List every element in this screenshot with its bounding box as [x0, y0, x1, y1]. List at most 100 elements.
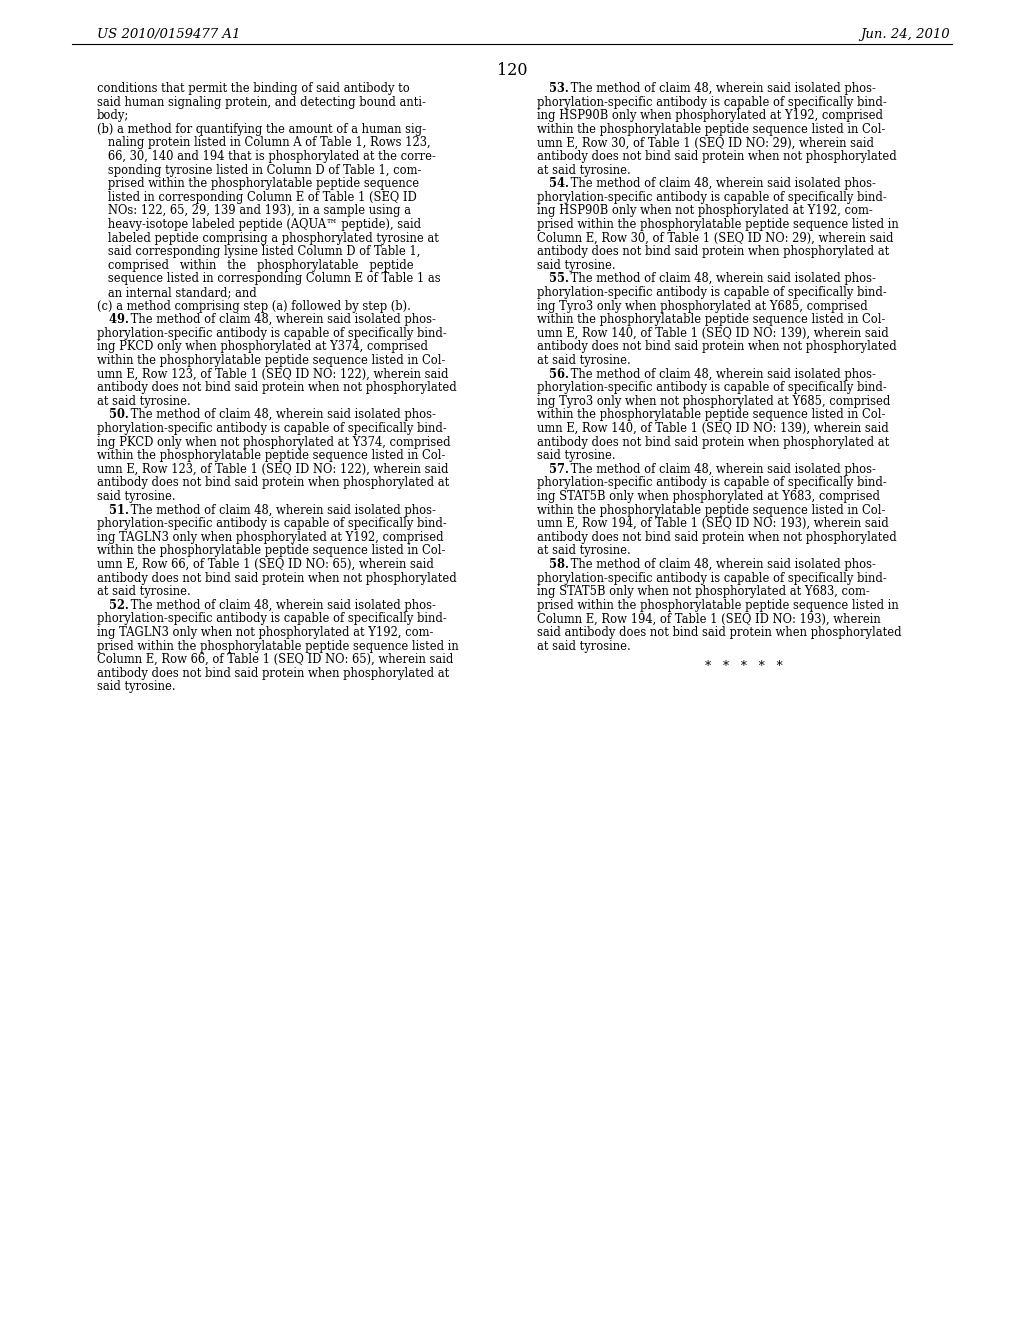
Text: prised within the phosphorylatable peptide sequence listed in: prised within the phosphorylatable pepti…: [537, 599, 899, 611]
Text: The method of claim 48, wherein said isolated phos-: The method of claim 48, wherein said iso…: [127, 599, 436, 611]
Text: The method of claim 48, wherein said isolated phos-: The method of claim 48, wherein said iso…: [567, 82, 876, 95]
Text: antibody does not bind said protein when phosphorylated at: antibody does not bind said protein when…: [97, 667, 450, 680]
Text: phorylation-specific antibody is capable of specifically bind-: phorylation-specific antibody is capable…: [537, 381, 887, 395]
Text: Jun. 24, 2010: Jun. 24, 2010: [860, 28, 950, 41]
Text: 50.: 50.: [97, 408, 129, 421]
Text: within the phosphorylatable peptide sequence listed in Col-: within the phosphorylatable peptide sequ…: [97, 544, 445, 557]
Text: sponding tyrosine listed in Column D of Table 1, com-: sponding tyrosine listed in Column D of …: [97, 164, 421, 177]
Text: within the phosphorylatable peptide sequence listed in Col-: within the phosphorylatable peptide sequ…: [537, 504, 886, 516]
Text: at said tyrosine.: at said tyrosine.: [97, 395, 190, 408]
Text: Column E, Row 194, of Table 1 (SEQ ID NO: 193), wherein: Column E, Row 194, of Table 1 (SEQ ID NO…: [537, 612, 881, 626]
Text: conditions that permit the binding of said antibody to: conditions that permit the binding of sa…: [97, 82, 410, 95]
Text: said tyrosine.: said tyrosine.: [97, 680, 176, 693]
Text: antibody does not bind said protein when not phosphorylated: antibody does not bind said protein when…: [97, 381, 457, 395]
Text: The method of claim 48, wherein said isolated phos-: The method of claim 48, wherein said iso…: [567, 367, 876, 380]
Text: US 2010/0159477 A1: US 2010/0159477 A1: [97, 28, 241, 41]
Text: ing STAT5B only when phosphorylated at Y683, comprised: ing STAT5B only when phosphorylated at Y…: [537, 490, 880, 503]
Text: 66, 30, 140 and 194 that is phosphorylated at the corre-: 66, 30, 140 and 194 that is phosphorylat…: [97, 150, 436, 162]
Text: antibody does not bind said protein when not phosphorylated: antibody does not bind said protein when…: [537, 341, 897, 354]
Text: phorylation-specific antibody is capable of specifically bind-: phorylation-specific antibody is capable…: [537, 95, 887, 108]
Text: The method of claim 48, wherein said isolated phos-: The method of claim 48, wherein said iso…: [567, 177, 876, 190]
Text: The method of claim 48, wherein said isolated phos-: The method of claim 48, wherein said iso…: [127, 408, 436, 421]
Text: antibody does not bind said protein when not phosphorylated: antibody does not bind said protein when…: [537, 150, 897, 162]
Text: said tyrosine.: said tyrosine.: [537, 259, 615, 272]
Text: umn E, Row 123, of Table 1 (SEQ ID NO: 122), wherein said: umn E, Row 123, of Table 1 (SEQ ID NO: 1…: [97, 463, 449, 475]
Text: 55.: 55.: [537, 272, 569, 285]
Text: umn E, Row 140, of Table 1 (SEQ ID NO: 139), wherein said: umn E, Row 140, of Table 1 (SEQ ID NO: 1…: [537, 422, 889, 436]
Text: said human signaling protein, and detecting bound anti-: said human signaling protein, and detect…: [97, 95, 426, 108]
Text: (b) a method for quantifying the amount of a human sig-: (b) a method for quantifying the amount …: [97, 123, 426, 136]
Text: antibody does not bind said protein when phosphorylated at: antibody does not bind said protein when…: [537, 436, 889, 449]
Text: sequence listed in corresponding Column E of Table 1 as: sequence listed in corresponding Column …: [97, 272, 440, 285]
Text: prised within the phosphorylatable peptide sequence: prised within the phosphorylatable pepti…: [97, 177, 419, 190]
Text: 52.: 52.: [97, 599, 129, 611]
Text: said antibody does not bind said protein when phosphorylated: said antibody does not bind said protein…: [537, 626, 901, 639]
Text: heavy-isotope labeled peptide (AQUA™ peptide), said: heavy-isotope labeled peptide (AQUA™ pep…: [97, 218, 421, 231]
Text: 54.: 54.: [537, 177, 569, 190]
Text: naling protein listed in Column A of Table 1, Rows 123,: naling protein listed in Column A of Tab…: [97, 136, 431, 149]
Text: antibody does not bind said protein when not phosphorylated: antibody does not bind said protein when…: [537, 531, 897, 544]
Text: within the phosphorylatable peptide sequence listed in Col-: within the phosphorylatable peptide sequ…: [537, 408, 886, 421]
Text: umn E, Row 66, of Table 1 (SEQ ID NO: 65), wherein said: umn E, Row 66, of Table 1 (SEQ ID NO: 65…: [97, 558, 434, 572]
Text: said corresponding lysine listed Column D of Table 1,: said corresponding lysine listed Column …: [97, 246, 421, 259]
Text: an internal standard; and: an internal standard; and: [97, 286, 257, 300]
Text: Column E, Row 30, of Table 1 (SEQ ID NO: 29), wherein said: Column E, Row 30, of Table 1 (SEQ ID NO:…: [537, 231, 894, 244]
Text: phorylation-specific antibody is capable of specifically bind-: phorylation-specific antibody is capable…: [97, 612, 446, 626]
Text: at said tyrosine.: at said tyrosine.: [97, 585, 190, 598]
Text: at said tyrosine.: at said tyrosine.: [537, 640, 631, 652]
Text: prised within the phosphorylatable peptide sequence listed in: prised within the phosphorylatable pepti…: [97, 640, 459, 652]
Text: within the phosphorylatable peptide sequence listed in Col-: within the phosphorylatable peptide sequ…: [97, 354, 445, 367]
Text: ing TAGLN3 only when not phosphorylated at Y192, com-: ing TAGLN3 only when not phosphorylated …: [97, 626, 433, 639]
Text: The method of claim 48, wherein said isolated phos-: The method of claim 48, wherein said iso…: [567, 463, 876, 475]
Text: phorylation-specific antibody is capable of specifically bind-: phorylation-specific antibody is capable…: [97, 327, 446, 339]
Text: 120: 120: [497, 62, 527, 79]
Text: phorylation-specific antibody is capable of specifically bind-: phorylation-specific antibody is capable…: [97, 517, 446, 531]
Text: 53.: 53.: [537, 82, 568, 95]
Text: phorylation-specific antibody is capable of specifically bind-: phorylation-specific antibody is capable…: [537, 477, 887, 490]
Text: The method of claim 48, wherein said isolated phos-: The method of claim 48, wherein said iso…: [127, 504, 436, 516]
Text: umn E, Row 123, of Table 1 (SEQ ID NO: 122), wherein said: umn E, Row 123, of Table 1 (SEQ ID NO: 1…: [97, 367, 449, 380]
Text: The method of claim 48, wherein said isolated phos-: The method of claim 48, wherein said iso…: [127, 313, 436, 326]
Text: comprised   within   the   phosphorylatable   peptide: comprised within the phosphorylatable pe…: [97, 259, 414, 272]
Text: ing PKCD only when not phosphorylated at Y374, comprised: ing PKCD only when not phosphorylated at…: [97, 436, 451, 449]
Text: umn E, Row 140, of Table 1 (SEQ ID NO: 139), wherein said: umn E, Row 140, of Table 1 (SEQ ID NO: 1…: [537, 327, 889, 339]
Text: at said tyrosine.: at said tyrosine.: [537, 354, 631, 367]
Text: ing TAGLN3 only when phosphorylated at Y192, comprised: ing TAGLN3 only when phosphorylated at Y…: [97, 531, 443, 544]
Text: antibody does not bind said protein when phosphorylated at: antibody does not bind said protein when…: [537, 246, 889, 259]
Text: at said tyrosine.: at said tyrosine.: [537, 164, 631, 177]
Text: labeled peptide comprising a phosphorylated tyrosine at: labeled peptide comprising a phosphoryla…: [97, 231, 439, 244]
Text: 51.: 51.: [97, 504, 129, 516]
Text: *   *   *   *   *: * * * * *: [705, 660, 782, 673]
Text: phorylation-specific antibody is capable of specifically bind-: phorylation-specific antibody is capable…: [537, 572, 887, 585]
Text: said tyrosine.: said tyrosine.: [97, 490, 176, 503]
Text: ing PKCD only when phosphorylated at Y374, comprised: ing PKCD only when phosphorylated at Y37…: [97, 341, 428, 354]
Text: ing HSP90B only when phosphorylated at Y192, comprised: ing HSP90B only when phosphorylated at Y…: [537, 110, 883, 123]
Text: antibody does not bind said protein when phosphorylated at: antibody does not bind said protein when…: [97, 477, 450, 490]
Text: 57.: 57.: [537, 463, 569, 475]
Text: ing Tyro3 only when phosphorylated at Y685, comprised: ing Tyro3 only when phosphorylated at Y6…: [537, 300, 867, 313]
Text: phorylation-specific antibody is capable of specifically bind-: phorylation-specific antibody is capable…: [537, 191, 887, 203]
Text: umn E, Row 30, of Table 1 (SEQ ID NO: 29), wherein said: umn E, Row 30, of Table 1 (SEQ ID NO: 29…: [537, 136, 874, 149]
Text: antibody does not bind said protein when not phosphorylated: antibody does not bind said protein when…: [97, 572, 457, 585]
Text: body;: body;: [97, 110, 129, 123]
Text: umn E, Row 194, of Table 1 (SEQ ID NO: 193), wherein said: umn E, Row 194, of Table 1 (SEQ ID NO: 1…: [537, 517, 889, 531]
Text: 49.: 49.: [97, 313, 129, 326]
Text: Column E, Row 66, of Table 1 (SEQ ID NO: 65), wherein said: Column E, Row 66, of Table 1 (SEQ ID NO:…: [97, 653, 454, 667]
Text: phorylation-specific antibody is capable of specifically bind-: phorylation-specific antibody is capable…: [537, 286, 887, 300]
Text: ing STAT5B only when not phosphorylated at Y683, com-: ing STAT5B only when not phosphorylated …: [537, 585, 869, 598]
Text: (c) a method comprising step (a) followed by step (b).: (c) a method comprising step (a) followe…: [97, 300, 411, 313]
Text: 58.: 58.: [537, 558, 569, 572]
Text: 56.: 56.: [537, 367, 569, 380]
Text: within the phosphorylatable peptide sequence listed in Col-: within the phosphorylatable peptide sequ…: [537, 123, 886, 136]
Text: within the phosphorylatable peptide sequence listed in Col-: within the phosphorylatable peptide sequ…: [537, 313, 886, 326]
Text: NOs: 122, 65, 29, 139 and 193), in a sample using a: NOs: 122, 65, 29, 139 and 193), in a sam…: [97, 205, 411, 218]
Text: ing HSP90B only when not phosphorylated at Y192, com-: ing HSP90B only when not phosphorylated …: [537, 205, 872, 218]
Text: The method of claim 48, wherein said isolated phos-: The method of claim 48, wherein said iso…: [567, 272, 876, 285]
Text: listed in corresponding Column E of Table 1 (SEQ ID: listed in corresponding Column E of Tabl…: [97, 191, 417, 203]
Text: said tyrosine.: said tyrosine.: [537, 449, 615, 462]
Text: at said tyrosine.: at said tyrosine.: [537, 544, 631, 557]
Text: phorylation-specific antibody is capable of specifically bind-: phorylation-specific antibody is capable…: [97, 422, 446, 436]
Text: The method of claim 48, wherein said isolated phos-: The method of claim 48, wherein said iso…: [567, 558, 876, 572]
Text: ing Tyro3 only when not phosphorylated at Y685, comprised: ing Tyro3 only when not phosphorylated a…: [537, 395, 891, 408]
Text: within the phosphorylatable peptide sequence listed in Col-: within the phosphorylatable peptide sequ…: [97, 449, 445, 462]
